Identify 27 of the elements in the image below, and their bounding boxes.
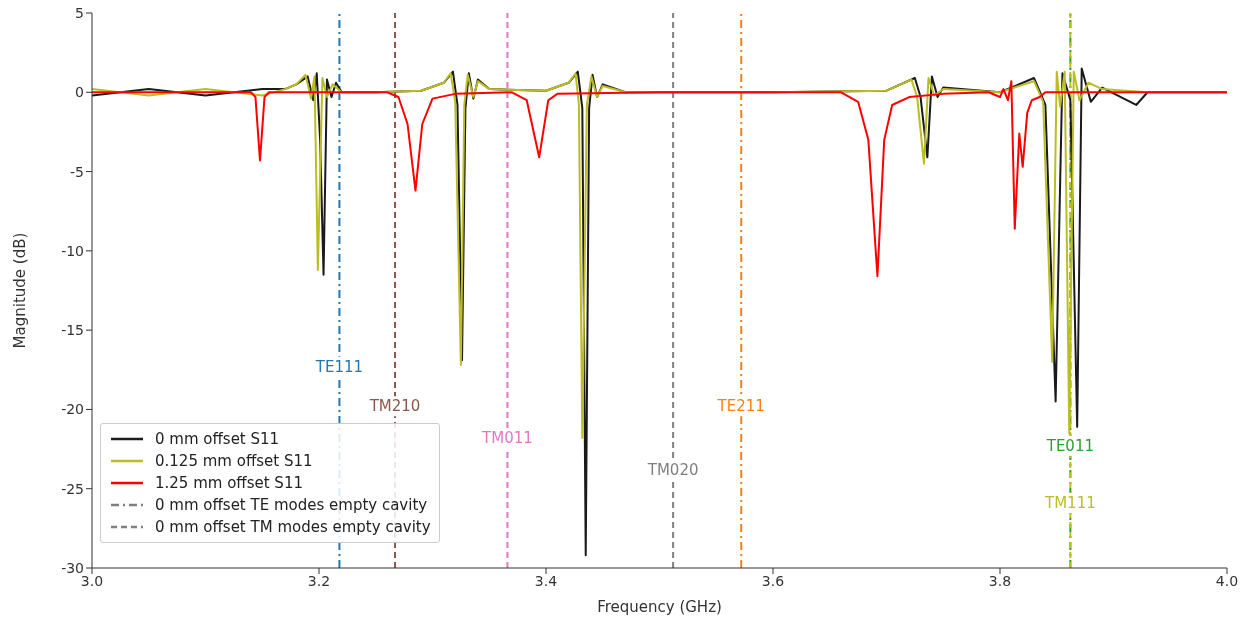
annotation: TM011 [481, 428, 533, 447]
legend-label: 0 mm offset TE modes empty cavity [155, 495, 428, 516]
y-tick-label: -5 [70, 163, 84, 180]
legend-label: 0.125 mm offset S11 [155, 451, 313, 472]
x-tick-label: 3.4 [534, 572, 558, 589]
y-tick-label: -20 [61, 401, 84, 418]
annotation: TM111 [1043, 493, 1096, 512]
legend-label: 1.25 mm offset S11 [155, 473, 303, 494]
annotation: TM210 [368, 397, 421, 416]
annotation: TM020 [646, 460, 699, 479]
y-tick-label: 5 [75, 4, 84, 21]
y-tick-label: -25 [61, 480, 84, 497]
annotation: TE111 [314, 357, 364, 376]
y-tick-label: 0 [75, 84, 84, 101]
line-series [92, 80, 1227, 278]
x-tick-label: 3.2 [307, 572, 331, 589]
x-tick-label: 3.6 [761, 572, 785, 589]
legend-label: 0 mm offset S11 [155, 429, 280, 450]
x-tick-label: 3.8 [988, 572, 1012, 589]
y-tick-label: -15 [61, 322, 84, 339]
x-tick-label: 4.0 [1215, 572, 1239, 589]
annotation: TE211 [716, 397, 765, 416]
legend-label: 0 mm offset TM modes empty cavity [155, 517, 431, 538]
y-axis-title: Magnitude (dB) [11, 232, 30, 349]
x-axis-title: Frequency (GHz) [597, 598, 722, 616]
annotation: TE011 [1045, 436, 1095, 455]
y-tick-label: -10 [61, 242, 84, 259]
